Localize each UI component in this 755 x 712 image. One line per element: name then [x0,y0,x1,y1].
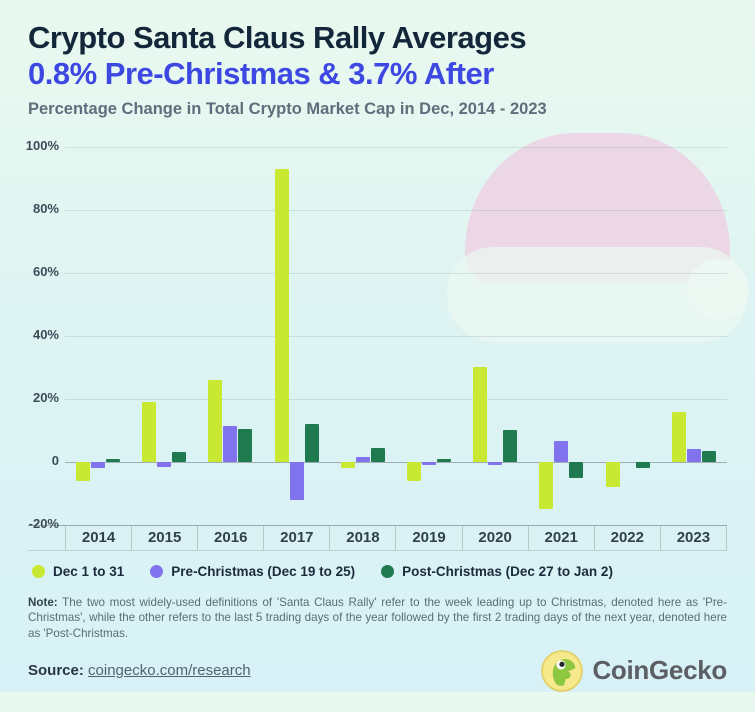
bar-group-2019 [396,147,462,525]
bar-2021-series1 [554,441,569,462]
bar-2021-series0 [539,461,554,510]
x-tick-label-2014: 2014 [65,525,131,550]
y-tick-label: -20% [28,515,59,531]
bar-group-2018 [330,147,396,525]
source: Source: coingecko.com/research [28,662,251,679]
bar-group-2014 [65,147,131,525]
footnote-text: The two most widely-used definitions of … [28,595,727,640]
x-tick-label-2018: 2018 [329,525,395,550]
gridline-0 [65,461,727,463]
legend-dot-icon [32,564,45,578]
legend-dot-icon [150,564,164,578]
gridline-40 [65,335,727,337]
x-tick-label-2021: 2021 [527,525,594,550]
legend-label: Pre-Christmas (Dec 19 to 25) [171,563,356,579]
plot-area [65,132,749,526]
page-title-accent: 0.8% Pre-Christmas & 3.7% After [28,55,494,91]
y-tick-label: 60% [32,263,59,279]
page-title: Crypto Santa Claus Rally Averages [28,20,527,55]
y-tick-label: 0 [51,452,59,468]
legend-label: Post-Christmas (Dec 27 to Jan 2) [402,563,613,579]
bar-2019-series0 [407,461,422,481]
bar-2020-series0 [473,367,488,462]
bar-2021-series2 [569,461,584,478]
brand-name: CoinGecko [592,655,727,685]
x-tick-label-2015: 2015 [131,525,197,550]
legend-item-0: Dec 1 to 31 [32,564,124,579]
gridline--20 [65,524,727,526]
bar-2022-series2 [635,461,650,469]
coingecko-logo: CoinGecko [541,649,727,692]
bar-2018-series0 [340,461,355,469]
bar-2022-series0 [605,461,620,488]
bar-2015-series1 [157,461,172,467]
bar-2016-series1 [223,425,238,462]
bar-2023-series1 [686,449,701,462]
y-axis: 100% 80% 60% 40% 20% 0 -20% [26,138,65,531]
infographic: Crypto Santa Claus Rally Averages 0.8% P… [0,20,755,712]
footnote-label: Note: [28,595,58,609]
source-link[interactable]: coingecko.com/research [88,662,251,679]
bar-chart: 100% 80% 60% 40% 20% 0 -20% [26,132,749,531]
bar-2017-series2 [304,424,319,462]
source-label: Source: [28,662,84,679]
gecko-icon [541,649,584,692]
x-tick-label-2020: 2020 [461,525,528,550]
bar-2019-series2 [437,458,452,462]
bar-group-2016 [197,147,263,525]
bar-2023-series2 [701,450,716,462]
bar-group-2022 [595,147,661,525]
gridline-100 [65,146,727,148]
x-tick-label-2016: 2016 [197,525,263,550]
bar-group-2021 [528,147,594,525]
y-tick-label: 20% [32,389,59,405]
bar-2020-series2 [503,430,518,462]
bar-2017-series1 [289,461,304,500]
legend-item-1: Pre-Christmas (Dec 19 to 25) [150,564,355,579]
y-tick-label: 80% [32,200,59,216]
bar-2020-series1 [488,461,503,466]
bar-2014-series1 [91,461,106,469]
bar-2017-series0 [274,168,289,462]
x-tick-label-2023: 2023 [659,525,727,550]
y-tick-label: 100% [25,137,59,153]
bar-2019-series1 [422,461,437,466]
bar-group-2017 [264,147,330,525]
legend-label: Dec 1 to 31 [53,563,125,579]
chart-legend: Dec 1 to 31 Pre-Christmas (Dec 19 to 25) P… [28,564,727,579]
bar-2014-series0 [76,461,91,481]
source-row: Source: coingecko.com/research CoinGecko [28,649,727,692]
y-tick-label: 40% [32,326,59,342]
x-tick-label-2019: 2019 [395,525,461,550]
gridline-20 [65,398,727,400]
bar-2015-series2 [172,452,187,462]
bar-2016-series0 [208,380,223,462]
bar-2015-series0 [142,402,157,462]
legend-item-2: Post-Christmas (Dec 27 to Jan 2) [381,564,613,579]
bar-2016-series2 [238,428,253,462]
bar-group-2023 [661,147,727,525]
x-tick-label-2022: 2022 [593,525,660,550]
bar-2014-series2 [106,458,121,462]
legend-dot-icon [381,564,395,578]
bar-2018-series2 [370,447,385,462]
bar-2018-series1 [355,457,370,462]
bar-2023-series0 [671,411,686,462]
gridline-60 [65,272,727,274]
x-tick-label-2017: 2017 [263,525,329,550]
bar-group-2020 [462,147,528,525]
x-axis: 2014 2015 2016 2017 2018 2019 2020 2021 2022 2023 [28,524,727,551]
bar-group-2015 [131,147,197,525]
gridline-80 [65,209,727,211]
footnote: Note: The two most widely-used definitio… [28,595,727,642]
chart-subtitle: Percentage Change in Total Crypto Market… [28,99,547,118]
